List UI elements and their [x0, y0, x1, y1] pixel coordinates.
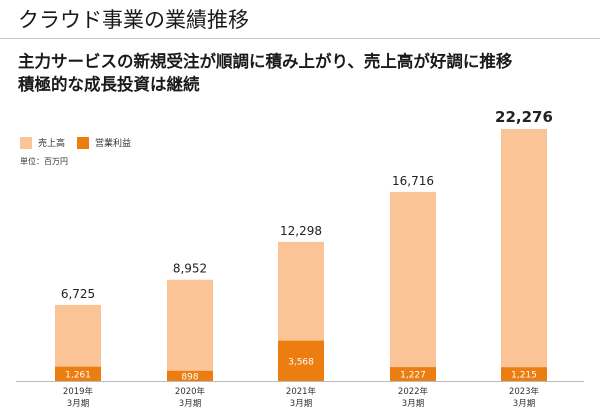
x-tick-label-period: 3月期 [290, 399, 312, 409]
headline: 主力サービスの新規受注が順調に積み上がり、売上高が好調に推移 積極的な成長投資は… [18, 50, 512, 96]
headline-line-2: 積極的な成長投資は継続 [18, 75, 200, 94]
x-tick-label-year: 2019年 [63, 386, 94, 397]
profit-bar [390, 367, 436, 381]
revenue-value-label: 6,725 [61, 287, 95, 301]
x-tick-label-period: 3月期 [513, 399, 535, 409]
x-tick-label-year: 2022年 [398, 386, 429, 397]
profit-bar [167, 370, 213, 381]
headline-line-1: 主力サービスの新規受注が順調に積み上がり、売上高が好調に推移 [18, 52, 513, 71]
revenue-value-label: 22,276 [495, 108, 553, 126]
profit-value-label: 3,568 [288, 357, 314, 367]
legend-label-revenue: 売上高 [38, 139, 66, 149]
revenue-value-label: 8,952 [173, 262, 207, 276]
revenue-bar [390, 191, 436, 381]
x-tick-label-period: 3月期 [402, 399, 424, 409]
profit-value-label: 1,227 [400, 371, 426, 381]
x-tick-label-period: 3月期 [179, 399, 201, 409]
profit-bar [55, 366, 101, 381]
profit-bar [278, 340, 324, 381]
revenue-value-label: 12,298 [280, 224, 322, 238]
x-tick-label-year: 2021年 [286, 386, 317, 397]
legend-swatch-revenue [20, 136, 32, 149]
profit-value-label: 898 [181, 372, 198, 382]
x-tick-label-year: 2023年 [509, 386, 540, 397]
chart-legend: 売上高 営業利益 [20, 136, 143, 149]
page-title: クラウド事業の業績推移 [18, 8, 249, 32]
x-tick-label-period: 3月期 [67, 399, 89, 409]
x-tick-label-year: 2020年 [175, 386, 206, 397]
legend-item-revenue: 売上高 [20, 136, 65, 149]
title-divider [0, 38, 600, 39]
legend-label-profit: 営業利益 [95, 139, 132, 149]
revenue-bar [501, 129, 547, 381]
profit-value-label: 1,261 [65, 370, 91, 380]
revenue-bar [167, 279, 213, 381]
profit-value-label: 1,215 [511, 371, 537, 381]
legend-swatch-profit [77, 136, 90, 149]
legend-item-profit: 営業利益 [77, 136, 131, 149]
unit-label: 単位：百万円 [20, 157, 68, 166]
profit-bar [501, 367, 547, 381]
revenue-value-label: 16,716 [392, 174, 434, 188]
